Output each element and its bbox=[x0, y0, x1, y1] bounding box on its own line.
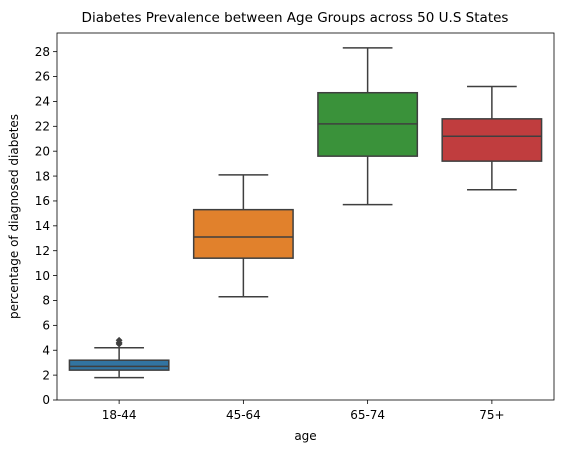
box bbox=[68, 359, 170, 371]
y-tick-label: 22 bbox=[35, 120, 50, 134]
y-tick-label: 14 bbox=[35, 219, 50, 233]
outlier-point bbox=[115, 336, 123, 344]
y-tick-label: 0 bbox=[42, 393, 50, 407]
plot-area bbox=[68, 47, 543, 379]
y-tick-label: 12 bbox=[35, 244, 50, 258]
box-group-18-44 bbox=[68, 336, 170, 379]
box-group-65-74 bbox=[317, 47, 419, 206]
y-tick-label: 4 bbox=[42, 343, 50, 357]
y-tick-label: 10 bbox=[35, 269, 50, 283]
y-tick-label: 24 bbox=[35, 95, 50, 109]
x-tick-label: 75+ bbox=[479, 408, 504, 422]
box-group-45-64 bbox=[192, 174, 294, 298]
y-tick-label: 28 bbox=[35, 45, 50, 59]
plot-frame bbox=[56, 32, 555, 401]
box bbox=[192, 208, 294, 259]
box-group-75+ bbox=[441, 85, 543, 191]
box bbox=[441, 118, 543, 162]
y-tick-label: 18 bbox=[35, 169, 50, 183]
y-tick-label: 16 bbox=[35, 194, 50, 208]
y-axis-label: percentage of diagnosed diabetes bbox=[7, 114, 21, 319]
y-tick-label: 8 bbox=[42, 294, 50, 308]
y-tick-label: 6 bbox=[42, 319, 50, 333]
y-tick-label: 20 bbox=[35, 144, 50, 158]
y-tick-label: 26 bbox=[35, 70, 50, 84]
x-tick-label: 65-74 bbox=[350, 408, 385, 422]
x-tick-label: 18-44 bbox=[102, 408, 137, 422]
x-axis-label: age bbox=[294, 429, 316, 443]
x-tick-label: 45-64 bbox=[226, 408, 261, 422]
chart-title: Diabetes Prevalence between Age Groups a… bbox=[82, 10, 509, 26]
y-tick-label: 2 bbox=[42, 368, 50, 382]
